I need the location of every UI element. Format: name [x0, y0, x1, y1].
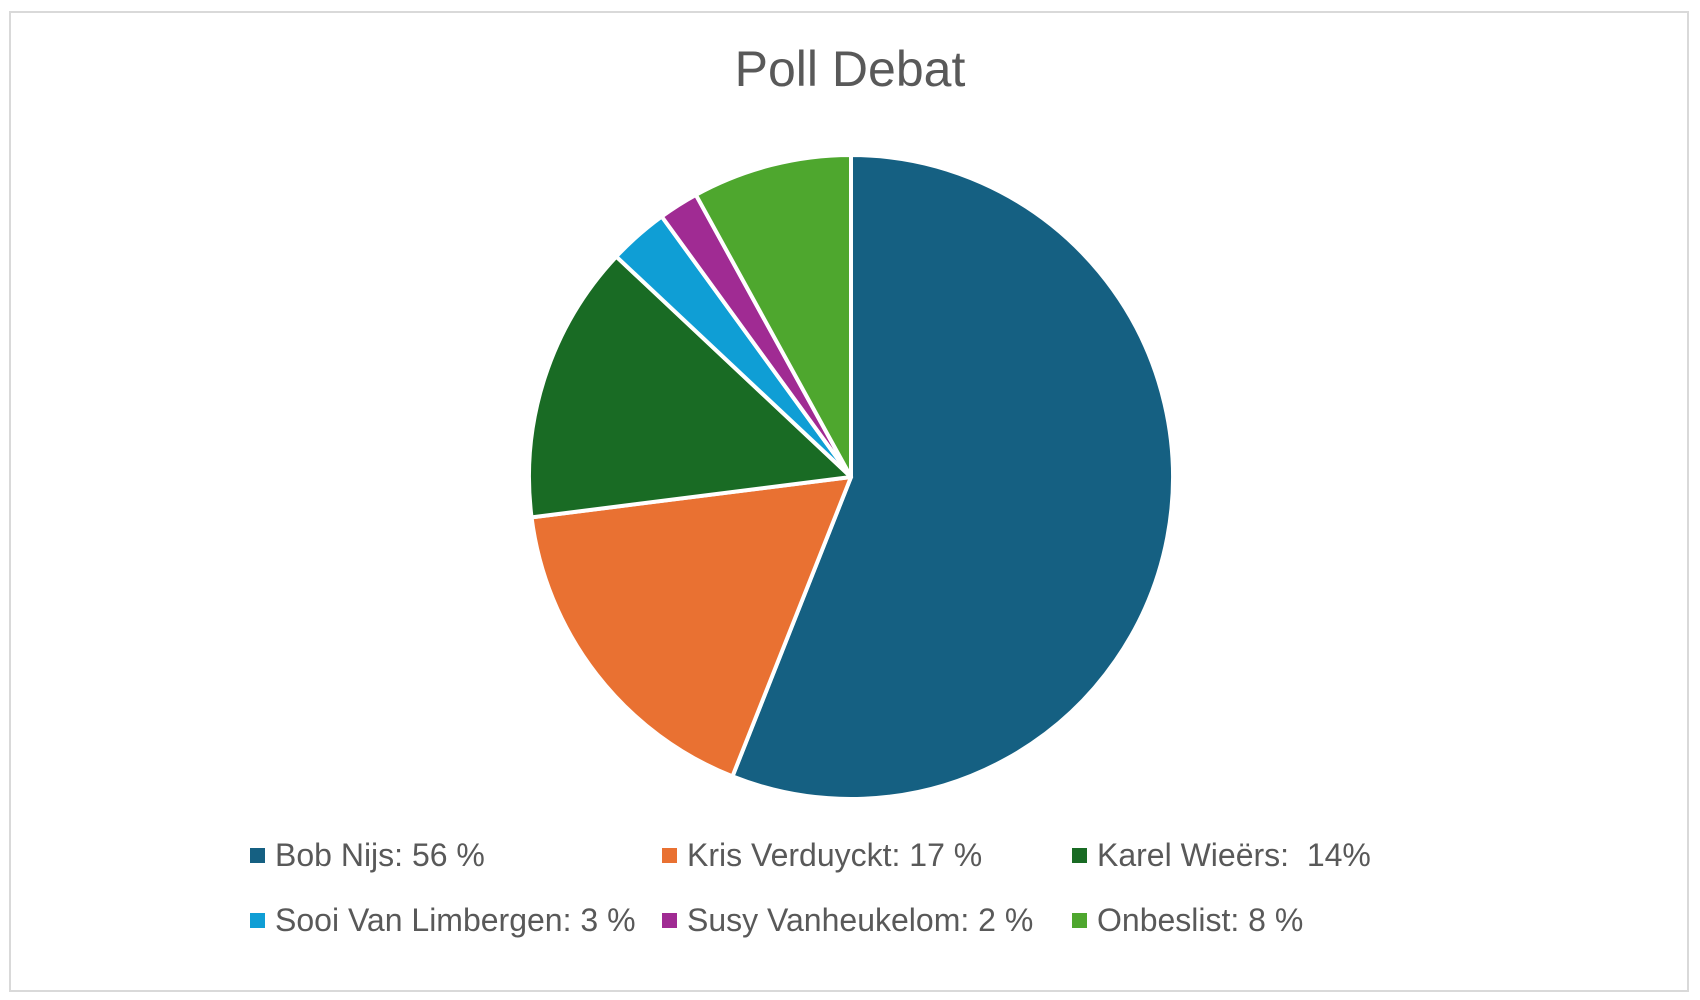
legend-label: Karel Wieërs: 14% — [1097, 836, 1371, 873]
legend-label: Susy Vanheukelom: 2 % — [687, 901, 1034, 938]
pie-slice-onbeslist — [693, 153, 853, 479]
legend-swatch — [1072, 912, 1087, 928]
legend-swatch — [662, 912, 677, 928]
legend-swatch — [662, 847, 677, 863]
legend-label: Sooi Van Limbergen: 3 % — [275, 901, 636, 938]
legend-label: Onbeslist: 8 % — [1097, 901, 1304, 938]
legend-swatch — [1072, 847, 1087, 863]
legend-label: Kris Verduyckt: 17 % — [687, 836, 983, 873]
legend-item: Kris Verduyckt: 17 % — [662, 835, 982, 875]
pie-slice-bob-nijs — [730, 153, 1175, 801]
legend-item: Susy Vanheukelom: 2 % — [662, 900, 1033, 940]
chart-title: Poll Debat — [734, 41, 966, 97]
pie-slice-kris-verduyckt — [529, 475, 853, 779]
legend-swatch — [250, 912, 265, 928]
legend-item: Bob Nijs: 56 % — [250, 835, 485, 875]
legend-swatch — [250, 847, 265, 863]
legend-item: Onbeslist: 8 % — [1072, 900, 1303, 940]
legend-item: Karel Wieërs: 14% — [1072, 835, 1371, 875]
legend-item: Sooi Van Limbergen: 3 % — [250, 900, 636, 940]
legend-label: Bob Nijs: 56 % — [275, 836, 485, 873]
pie-slice-karel-wie-rs — [527, 254, 853, 520]
